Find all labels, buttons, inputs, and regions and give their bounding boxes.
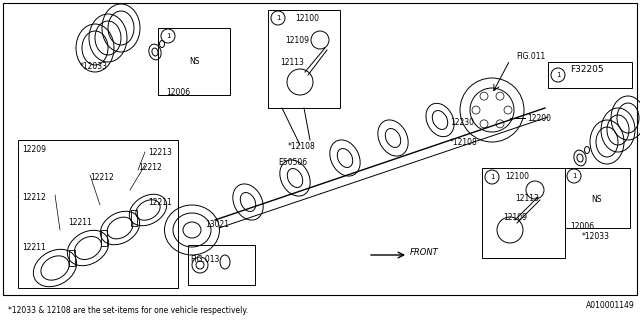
Text: F32205: F32205	[570, 66, 604, 75]
Text: 12213: 12213	[148, 148, 172, 157]
Text: 12113: 12113	[515, 194, 539, 203]
Text: 12109: 12109	[285, 36, 309, 45]
Text: 1: 1	[556, 72, 560, 78]
Text: 12209: 12209	[22, 145, 46, 154]
Text: 12230: 12230	[450, 118, 474, 127]
Text: *12033 & 12108 are the set-items for one vehicle respectively.: *12033 & 12108 are the set-items for one…	[8, 306, 248, 315]
Text: 12212: 12212	[138, 163, 162, 172]
Text: E50506: E50506	[278, 158, 307, 167]
Text: A010001149: A010001149	[586, 301, 635, 310]
Text: FIG.013: FIG.013	[190, 255, 220, 265]
Text: 12211: 12211	[68, 218, 92, 227]
Text: 13021: 13021	[205, 220, 229, 229]
Text: 12109: 12109	[503, 213, 527, 222]
Text: NS: NS	[592, 196, 602, 204]
Text: 12006: 12006	[166, 88, 190, 97]
Text: 12211: 12211	[148, 198, 172, 207]
Text: 1: 1	[490, 174, 494, 180]
Text: 1: 1	[276, 15, 280, 21]
Text: *12033: *12033	[80, 62, 108, 71]
Text: *12108: *12108	[288, 142, 316, 151]
Text: 12212: 12212	[22, 193, 45, 202]
Text: 12113: 12113	[280, 58, 304, 67]
Text: NS: NS	[189, 58, 200, 67]
Text: FIG.011: FIG.011	[516, 52, 545, 61]
Text: 12100: 12100	[295, 14, 319, 23]
Text: 12200: 12200	[527, 114, 551, 123]
Text: *12033: *12033	[582, 232, 610, 241]
Text: 12211: 12211	[22, 243, 45, 252]
Text: FRONT: FRONT	[410, 248, 439, 257]
Text: 12100: 12100	[505, 172, 529, 181]
Text: 12006: 12006	[570, 222, 594, 231]
Text: 1: 1	[572, 173, 576, 179]
Text: 12212: 12212	[90, 173, 114, 182]
Text: 1: 1	[166, 33, 170, 39]
Text: *12108: *12108	[450, 138, 477, 147]
